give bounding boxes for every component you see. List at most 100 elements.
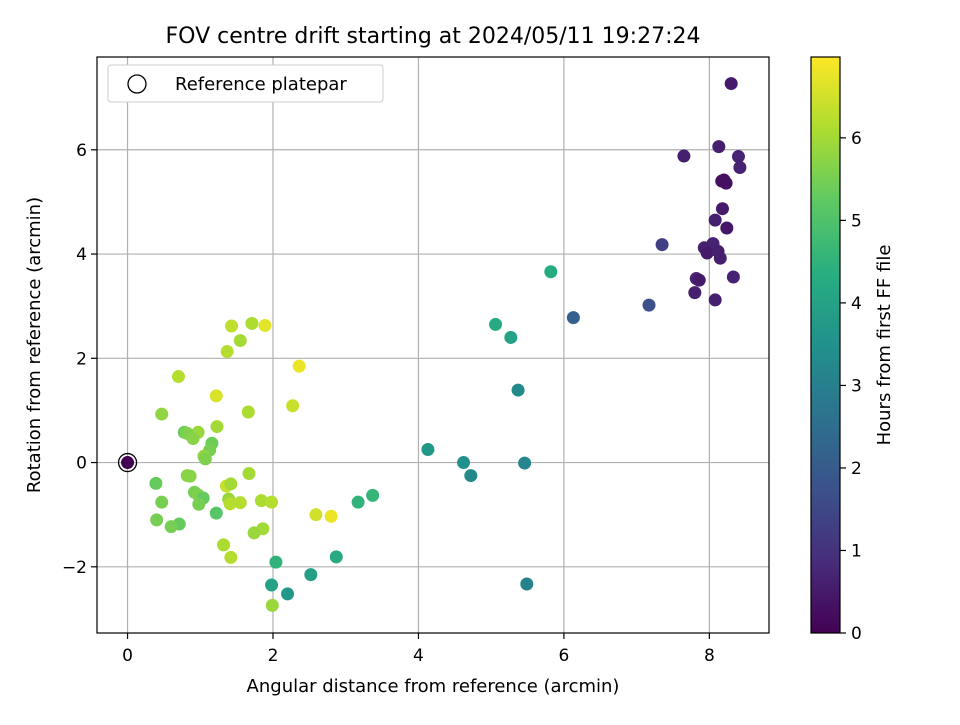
data-point <box>677 149 691 163</box>
data-point <box>464 469 478 483</box>
y-axis-label: Rotation from reference (arcmin) <box>24 197 45 493</box>
data-point <box>247 526 261 540</box>
colorbar-ticks: 0 1 2 3 4 5 6 <box>840 129 862 644</box>
reference-platepar-marker <box>117 452 138 473</box>
y-axis-ticks: −2 0 2 4 6 <box>62 141 97 578</box>
data-point <box>242 466 256 480</box>
data-point <box>192 497 206 511</box>
data-point <box>155 407 169 421</box>
data-point <box>265 495 279 509</box>
data-point <box>233 496 247 510</box>
data-point <box>217 538 231 552</box>
data-point <box>733 161 747 175</box>
data-point <box>520 577 534 591</box>
data-point <box>304 568 318 582</box>
data-point <box>155 495 169 509</box>
data-point <box>544 265 558 279</box>
data-point <box>258 318 272 332</box>
colorbar-tick-label: 3 <box>851 376 862 396</box>
data-point <box>149 476 163 490</box>
data-point <box>715 202 729 216</box>
data-point <box>329 550 343 564</box>
chart-title: FOV centre drift starting at 2024/05/11 … <box>166 24 701 49</box>
data-point <box>726 270 740 284</box>
reference-layer <box>117 452 138 473</box>
data-point <box>265 598 279 612</box>
data-point <box>731 150 745 164</box>
data-point <box>233 334 247 348</box>
colorbar-gradient <box>811 57 840 633</box>
data-point <box>220 345 234 359</box>
data-point <box>224 550 238 564</box>
colorbar: 0 1 2 3 4 5 6 Hours from first FF file <box>810 56 895 644</box>
data-point <box>245 316 259 330</box>
x-tick-label: 0 <box>122 646 133 666</box>
colorbar-frame <box>810 56 841 634</box>
x-tick-label: 2 <box>268 646 279 666</box>
data-point <box>209 389 223 403</box>
y-tick-label: 4 <box>76 245 87 265</box>
colorbar-tick-label: 0 <box>851 624 862 644</box>
data-points <box>121 77 747 612</box>
data-point <box>708 293 722 307</box>
colorbar-tick-label: 1 <box>851 541 862 561</box>
data-point <box>292 359 306 373</box>
data-point <box>351 495 365 509</box>
data-point <box>225 319 239 333</box>
y-tick-label: 6 <box>76 141 87 161</box>
data-point <box>171 370 185 384</box>
data-point <box>715 174 729 188</box>
legend-label-reference: Reference platepar <box>175 74 347 95</box>
data-point <box>489 317 503 331</box>
legend-box <box>107 64 384 103</box>
data-point <box>265 578 279 592</box>
legend: Reference platepar <box>107 64 384 103</box>
data-point <box>269 555 283 569</box>
data-point <box>655 238 669 252</box>
data-point <box>692 273 706 287</box>
data-point <box>164 520 178 534</box>
x-tick-label: 6 <box>558 646 569 666</box>
data-point <box>713 251 727 265</box>
grid <box>97 57 769 633</box>
x-axis-ticks: 0 2 4 6 8 <box>122 633 715 666</box>
x-axis-label: Angular distance from reference (arcmin) <box>247 676 620 697</box>
data-point <box>518 456 532 470</box>
x-tick-label: 4 <box>413 646 424 666</box>
data-point <box>566 311 580 325</box>
data-point <box>504 330 518 344</box>
colorbar-label: Hours from first FF file <box>874 245 895 446</box>
y-tick-label: 0 <box>76 454 87 474</box>
data-point <box>720 221 734 235</box>
data-point <box>254 494 268 508</box>
colorbar-tick-label: 5 <box>851 211 862 231</box>
data-point <box>210 420 224 434</box>
y-tick-label: 2 <box>76 349 87 369</box>
data-point <box>241 405 255 419</box>
data-point <box>223 497 237 511</box>
data-point <box>708 213 722 227</box>
x-tick-label: 8 <box>704 646 715 666</box>
data-point <box>700 246 714 260</box>
y-tick-label: −2 <box>62 558 87 578</box>
colorbar-tick-label: 4 <box>851 294 862 314</box>
data-point <box>198 452 212 466</box>
data-point <box>121 456 135 470</box>
data-point <box>421 443 435 457</box>
data-point <box>642 298 656 312</box>
plot-area-frame <box>96 56 770 634</box>
data-point <box>286 399 300 413</box>
legend-marker-reference <box>127 74 147 94</box>
data-point <box>309 508 323 522</box>
colorbar-tick-label: 2 <box>851 459 862 479</box>
data-point <box>511 383 525 397</box>
data-point <box>724 77 738 91</box>
data-point <box>457 456 471 470</box>
data-point <box>324 509 338 523</box>
data-point <box>150 513 164 527</box>
data-point <box>281 587 295 601</box>
colorbar-tick-label: 6 <box>851 129 862 149</box>
data-point <box>183 469 197 483</box>
